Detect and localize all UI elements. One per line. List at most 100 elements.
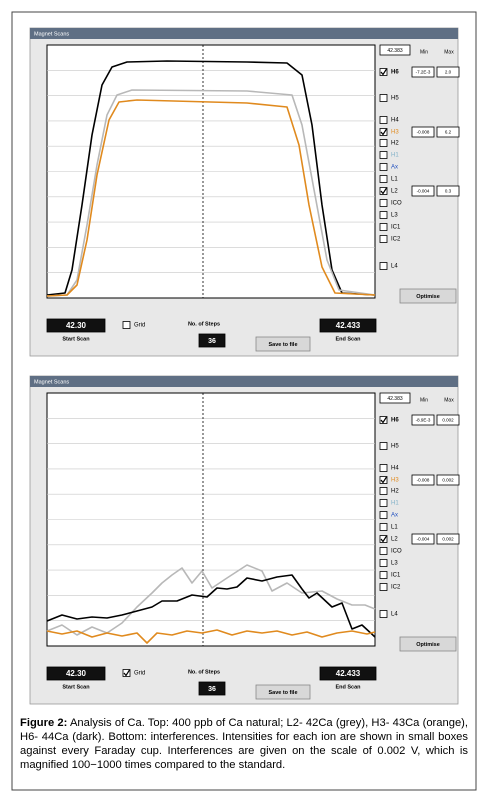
steps-value-box: [198, 333, 226, 348]
channel-label: IC1: [391, 225, 401, 231]
channel-checkbox-tick: [380, 187, 388, 195]
end-value: 42.433: [336, 321, 361, 330]
scan-value-box: [379, 44, 411, 56]
channel-checkbox: [379, 223, 388, 231]
channel-min-box: [411, 66, 435, 78]
channel-checkbox: [379, 187, 388, 195]
channel-max-box: [436, 474, 460, 486]
channel-max-box: [436, 185, 460, 197]
channel-checkbox: [379, 610, 388, 618]
steps-value: 36: [208, 686, 216, 693]
end-label: End Scan: [335, 684, 361, 690]
channel-checkbox: [379, 211, 388, 219]
steps-label: No. of Steps: [188, 669, 220, 675]
channel-max-box: [436, 414, 460, 426]
steps-label: No. of Steps: [188, 321, 220, 327]
optimise-label: Optimise: [416, 642, 440, 648]
min-label: Min: [420, 49, 428, 55]
channel-label: L2: [391, 189, 398, 195]
channel-min-box: [411, 126, 435, 138]
channel-checkbox: [379, 163, 388, 171]
optimise-button[interactable]: [399, 636, 457, 652]
scan-value: 42.383: [387, 48, 403, 54]
channel-checkbox: [379, 94, 388, 102]
channel-min: -0.008: [417, 130, 430, 135]
channel-checkbox-tick: [380, 416, 388, 424]
channel-checkbox: [379, 499, 388, 507]
channel-checkbox: [379, 116, 388, 124]
channel-label: IC2: [391, 585, 401, 591]
channel-label: H6: [391, 70, 399, 76]
channel-min: -8.9E-3: [416, 418, 431, 423]
start-label: Start Scan: [62, 336, 90, 342]
channel-checkbox: [379, 68, 388, 76]
channel-label: ICO: [391, 201, 402, 207]
trace: [46, 99, 376, 297]
max-label: Max: [444, 49, 454, 55]
start-value-box: [46, 666, 106, 681]
title-bar: [30, 376, 458, 387]
channel-checkbox: [379, 416, 388, 424]
save-button[interactable]: [255, 336, 311, 352]
channel-label: H5: [391, 96, 399, 102]
channel-label: H1: [391, 153, 399, 159]
channel-max: 0.002: [442, 537, 454, 542]
channel-checkbox: [379, 151, 388, 159]
start-value: 42.30: [66, 321, 87, 330]
channel-min: -0.004: [417, 537, 430, 542]
channel-label: H4: [391, 118, 399, 124]
channel-checkbox: [379, 476, 388, 484]
grid-checkbox: [122, 321, 131, 329]
channel-max: 6.2: [445, 130, 452, 135]
channel-min: -0.004: [417, 189, 430, 194]
end-value-box: [319, 318, 377, 333]
channel-label: H3: [391, 478, 399, 484]
channel-checkbox: [379, 199, 388, 207]
channel-label: H3: [391, 130, 399, 136]
channel-checkbox: [379, 535, 388, 543]
channel-label: ICO: [391, 549, 402, 555]
channel-checkbox: [379, 235, 388, 243]
channel-checkbox: [379, 559, 388, 567]
channel-label: L3: [391, 561, 398, 567]
channel-min-box: [411, 185, 435, 197]
channel-checkbox-tick: [380, 476, 388, 484]
channel-checkbox: [379, 487, 388, 495]
channel-min-box: [411, 474, 435, 486]
optimise-button[interactable]: [399, 288, 457, 304]
channel-label: L4: [391, 264, 398, 270]
figure-border: [11, 11, 477, 791]
channel-label: L1: [391, 525, 398, 531]
steps-value: 36: [208, 338, 216, 345]
channel-label: L3: [391, 213, 398, 219]
channel-label: IC2: [391, 237, 401, 243]
channel-checkbox: [379, 464, 388, 472]
grid-checkbox-tick: [123, 669, 131, 677]
trace: [46, 629, 376, 644]
channel-checkbox-tick: [380, 68, 388, 76]
panel-title: Magnet Scans: [34, 379, 69, 385]
save-button[interactable]: [255, 684, 311, 700]
channel-label: L2: [391, 537, 398, 543]
channel-min: -0.008: [417, 478, 430, 483]
trace: [46, 60, 376, 296]
channel-max-box: [436, 533, 460, 545]
save-label: Save to file: [268, 342, 297, 348]
channel-label: Ax: [391, 513, 398, 519]
caption-label: Figure 2:: [20, 717, 68, 729]
start-value: 42.30: [66, 669, 87, 678]
channel-label: Ax: [391, 165, 398, 171]
scan-value: 42.383: [387, 396, 403, 402]
end-value-box: [319, 666, 377, 681]
grid-label: Grid: [134, 671, 145, 677]
scan-value-box: [379, 392, 411, 404]
min-label: Min: [420, 397, 428, 403]
channel-checkbox: [379, 139, 388, 147]
channel-max: 0.002: [442, 418, 454, 423]
channel-checkbox-tick: [380, 535, 388, 543]
channel-checkbox: [379, 523, 388, 531]
channel-checkbox: [379, 547, 388, 555]
channel-checkbox-tick: [380, 128, 388, 136]
